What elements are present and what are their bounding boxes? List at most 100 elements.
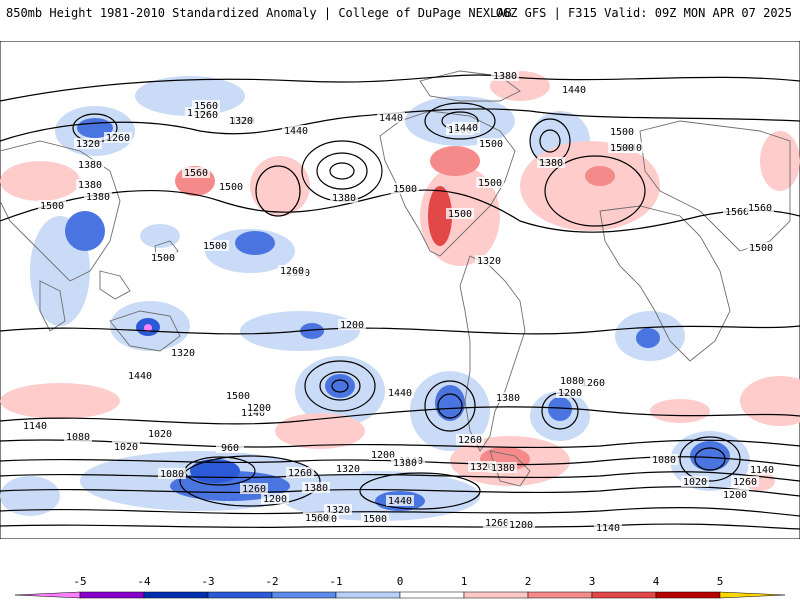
contour-label: 1560 (305, 513, 329, 524)
contour-label: 1500 (448, 209, 472, 220)
contour-label: 1500 (151, 253, 175, 264)
contour-label: 1500 (749, 243, 773, 254)
contour-label: 1500 (478, 178, 502, 189)
contour-label: 1380 (493, 71, 517, 82)
contour-label: 1260 (280, 266, 304, 277)
contour-label: 1080 (652, 455, 676, 466)
contour-label: 1500 (610, 127, 634, 138)
colorbar-tick-label: 3 (588, 575, 596, 588)
coastlines (0, 70, 791, 487)
contour-label: 1560 (748, 203, 772, 214)
colorbar-segment (655, 591, 721, 599)
contour-label: 1200 (558, 388, 582, 399)
contour-label: 1140 (596, 523, 620, 534)
contour-label: 1320 (326, 505, 350, 516)
contour-label: 1260 (485, 518, 509, 529)
contour-label: 1440 (388, 388, 412, 399)
contour-label: 1560 (725, 207, 749, 218)
contour-label: 1140 (23, 421, 47, 432)
colorbar-tick-label: -5 (73, 575, 87, 588)
colorbar-tick-label: -3 (201, 575, 215, 588)
contour-label: 1560 (184, 168, 208, 179)
contour-label: 1020 (683, 477, 707, 488)
contour-label: 1440 (454, 123, 478, 134)
colorbar-segment (527, 591, 593, 599)
contour-label: 1500 (226, 391, 250, 402)
contour-label: 1200 (723, 490, 747, 501)
contour-label: 1080 (160, 469, 184, 480)
contour-label: 1200 (509, 520, 533, 531)
contour-label: 1260 (106, 133, 130, 144)
contour-label: 1260 (194, 110, 218, 121)
contour-label: 1320 (336, 464, 360, 475)
contour-label: 1260 (458, 435, 482, 446)
contour-label: 1380 (332, 193, 356, 204)
colorbar-segment (143, 591, 209, 599)
contour-label: 1020 (114, 442, 138, 453)
colorbar-segment (719, 591, 786, 599)
colorbar-segment (463, 591, 529, 599)
contour-label: 1380 (539, 158, 563, 169)
contour-label: 1380 (78, 180, 102, 191)
contour-label: 1200 (263, 494, 287, 505)
contour-label: 1440 (128, 371, 152, 382)
colorbar-tick-label: 0 (396, 575, 404, 588)
contour-label: 1080 (560, 376, 584, 387)
contour-label: 1260 (288, 468, 312, 479)
contour-label: 1500 (363, 514, 387, 525)
contour-label: 1320 (229, 116, 253, 127)
map-title: 850mb Height 1981-2010 Standardized Anom… (6, 6, 512, 20)
contour-label: 1500 (393, 184, 417, 195)
contour-label: 1200 (371, 450, 395, 461)
contour-label: 1080 (66, 432, 90, 443)
title-bar: 850mb Height 1981-2010 Standardized Anom… (0, 0, 800, 30)
map-panel: 1380144015001320126013801560150014401500… (0, 41, 800, 539)
colorbar-segment (399, 591, 465, 599)
contour-label: 1500 (219, 182, 243, 193)
contour-labels: 1380144015001320126013801560150014401500… (21, 70, 776, 534)
contour-label: 1380 (86, 192, 110, 203)
colorbar-segment (271, 591, 337, 599)
contour-label: 1440 (379, 113, 403, 124)
contour-label: 1200 (340, 320, 364, 331)
contour-label: 1380 (491, 463, 515, 474)
contour-label: 1440 (284, 126, 308, 137)
contour-label: 1440 (562, 85, 586, 96)
colorbar-segment (591, 591, 657, 599)
contour-label: 1260 (242, 484, 266, 495)
contour-label: 1320 (470, 462, 494, 473)
colorbar-tick-label: 4 (652, 575, 660, 588)
contour-label: 1260 (581, 378, 605, 389)
colorbar-tick-label: 1 (460, 575, 468, 588)
contour-label: 1200 (247, 403, 271, 414)
contour-label: 1320 (477, 256, 501, 267)
contour-label: 1380 (393, 458, 417, 469)
contour-label: 1500 (40, 201, 64, 212)
colorbar-tick-label: 5 (716, 575, 724, 588)
contour-label: 1380 (304, 483, 328, 494)
contour-label: 1320 (171, 348, 195, 359)
colorbar-segment (335, 591, 401, 599)
contour-label: 1500 (610, 143, 634, 154)
contour-label: 1140 (750, 465, 774, 476)
model-run-info: 06Z GFS | F315 Valid: 09Z MON APR 07 202… (495, 6, 792, 20)
contour-label: 1500 (203, 241, 227, 252)
anomaly-colorbar (0, 570, 800, 600)
colorbar-segment (14, 591, 81, 599)
contour-label: 1140 (241, 408, 265, 419)
contour-label: 1380 (78, 160, 102, 171)
contour-label: 1440 (388, 496, 412, 507)
contour-label: 960 (221, 443, 239, 454)
contour-label: 1380 (496, 393, 520, 404)
contour-label: 1320 (76, 139, 100, 150)
colorbar-segment (79, 591, 145, 599)
contour-label: 1560 (194, 101, 218, 112)
colorbar-tick-label: -4 (137, 575, 151, 588)
colorbar-tick-label: 2 (524, 575, 532, 588)
colorbar-tick-label: -2 (265, 575, 279, 588)
contour-label: 1500 (479, 139, 503, 150)
contour-label: 1260 (733, 477, 757, 488)
contour-label: 1020 (148, 429, 172, 440)
colorbar-segment (207, 591, 273, 599)
colorbar-tick-label: -1 (329, 575, 343, 588)
